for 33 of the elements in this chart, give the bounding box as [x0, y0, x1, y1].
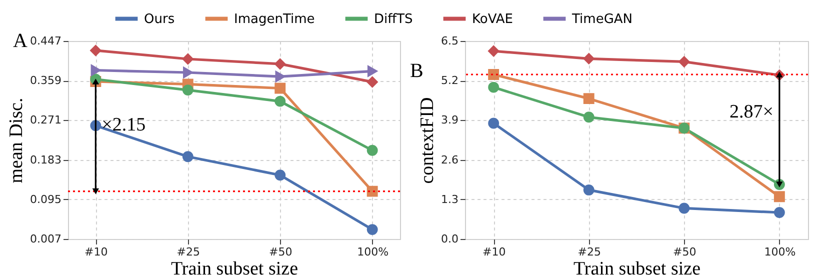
- x-tick-label: #25: [176, 246, 200, 258]
- x-tick-label: 100%: [357, 246, 389, 258]
- y-tick-label: 6.5: [441, 34, 458, 48]
- x-tick-label: #25: [578, 246, 601, 258]
- y-tick-label: 0.007: [30, 232, 62, 246]
- text: B: [410, 60, 424, 82]
- x-tick-label: #10: [84, 246, 108, 258]
- y-tick-label: 0.447: [30, 34, 62, 48]
- y-axis-title: contextFID: [417, 97, 438, 184]
- y-tick-label: 5.2: [441, 74, 458, 88]
- x-axis-title: Train subset size: [573, 258, 701, 275]
- y-tick-label: 0.0: [441, 232, 458, 246]
- y-tick-label: 0.359: [30, 74, 62, 88]
- annotation: ×2.15: [102, 114, 146, 136]
- y-tick-label: 1.3: [441, 192, 458, 206]
- x-tick-label: #50: [269, 246, 292, 258]
- y-tick-label: 0.183: [30, 153, 62, 166]
- y-axis-title: mean Disc.: [6, 98, 28, 184]
- x-axis-title: Train subset size: [170, 258, 298, 275]
- x-tick-label: #50: [673, 246, 696, 258]
- y-tick-label: 0.271: [30, 114, 62, 127]
- legend-label: ImagenTime: [234, 12, 315, 27]
- legend-label: TimeGAN: [571, 12, 633, 27]
- chart-title: A: [13, 30, 28, 52]
- legend-label: KoVAE: [472, 12, 513, 27]
- legend-label: Ours: [144, 12, 175, 27]
- y-tick-label: 0.095: [30, 192, 62, 206]
- y-tick-label: 3.9: [441, 114, 458, 127]
- x-tick-label: #10: [482, 246, 506, 258]
- x-tick-label: 100%: [764, 246, 796, 258]
- y-tick-label: 2.6: [441, 153, 458, 166]
- legend-label: DiffTS: [374, 12, 413, 27]
- annotation: 2.87×: [729, 101, 774, 122]
